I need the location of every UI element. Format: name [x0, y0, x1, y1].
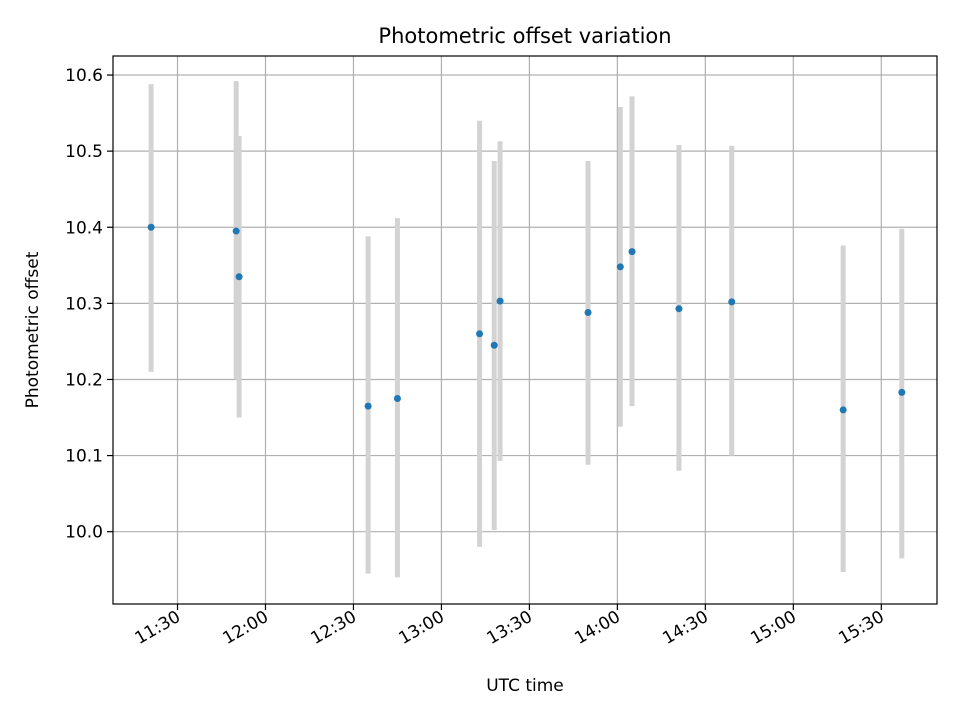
y-tick-label: 10.5	[65, 142, 103, 162]
y-tick-label: 10.6	[65, 66, 103, 86]
x-axis-label: UTC time	[486, 676, 564, 696]
y-axis-ticks: 10.0 10.1 10.2 10.3 10.4 10.5 10.6	[65, 66, 113, 543]
error-bars	[148, 81, 905, 578]
plot-frame	[112, 55, 938, 605]
x-tick-label: 12:00	[220, 607, 272, 649]
grid	[113, 56, 937, 604]
data-point	[476, 330, 484, 338]
x-tick-label: 13:30	[483, 607, 535, 649]
data-point	[728, 298, 736, 306]
x-tick-label: 11:30	[132, 607, 184, 649]
data-point	[490, 341, 498, 349]
y-tick-label: 10.1	[65, 447, 103, 467]
data-point	[616, 263, 624, 271]
x-tick-label: 15:30	[835, 607, 887, 649]
chart-title: Photometric offset variation	[378, 24, 671, 48]
data-points	[147, 223, 906, 414]
x-tick-label: 12:30	[308, 607, 360, 649]
x-tick-label: 15:00	[747, 607, 799, 649]
y-tick-label: 10.4	[65, 218, 103, 238]
data-point	[675, 305, 683, 313]
data-point	[147, 223, 155, 231]
data-point	[496, 297, 504, 305]
x-tick-label: 13:00	[395, 607, 447, 649]
y-tick-label: 10.2	[65, 370, 103, 390]
data-point	[232, 227, 240, 235]
data-point	[898, 388, 906, 396]
data-point	[839, 406, 847, 414]
x-tick-label: 14:30	[659, 607, 711, 649]
y-tick-label: 10.3	[65, 294, 103, 314]
y-tick-label: 10.0	[65, 523, 103, 543]
data-point	[628, 248, 636, 256]
data-point	[584, 308, 592, 316]
data-point	[393, 395, 401, 402]
x-axis-ticks: 11:30 12:00 12:30 13:00 13:30 14:00 14:30 15:00…	[132, 604, 888, 649]
x-tick-label: 14:00	[571, 607, 623, 649]
data-point	[235, 273, 243, 281]
data-point	[364, 402, 372, 410]
y-axis-label: Photometric offset	[23, 251, 43, 408]
